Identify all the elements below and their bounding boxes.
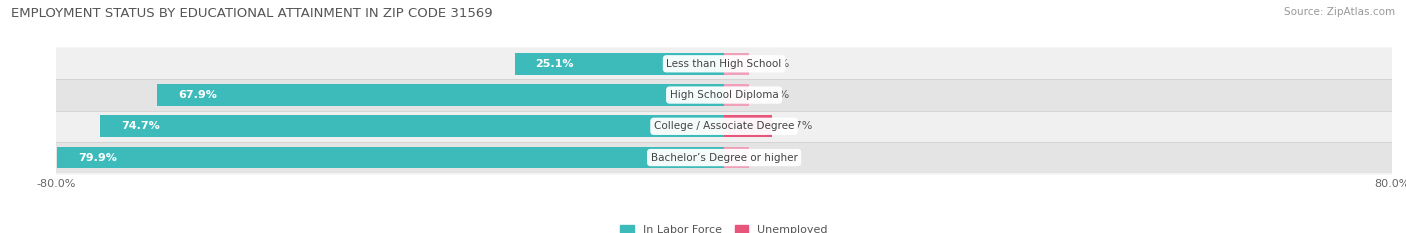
- Text: Source: ZipAtlas.com: Source: ZipAtlas.com: [1284, 7, 1395, 17]
- Text: 67.9%: 67.9%: [179, 90, 217, 100]
- Bar: [515, 53, 724, 75]
- Bar: [724, 84, 749, 106]
- Text: 0.0%: 0.0%: [762, 153, 790, 163]
- Bar: [157, 84, 724, 106]
- Text: 79.9%: 79.9%: [77, 153, 117, 163]
- Bar: [56, 79, 1392, 111]
- Bar: [724, 115, 772, 137]
- Bar: [56, 48, 1392, 79]
- Text: High School Diploma: High School Diploma: [669, 90, 779, 100]
- Legend: In Labor Force, Unemployed: In Labor Force, Unemployed: [616, 220, 832, 233]
- Bar: [58, 147, 724, 168]
- Bar: [56, 111, 1392, 142]
- Text: 0.0%: 0.0%: [762, 90, 790, 100]
- Bar: [724, 147, 749, 168]
- Text: 5.7%: 5.7%: [785, 121, 813, 131]
- Text: 74.7%: 74.7%: [121, 121, 160, 131]
- Text: 0.0%: 0.0%: [762, 59, 790, 69]
- Text: 25.1%: 25.1%: [536, 59, 574, 69]
- Text: Bachelor’s Degree or higher: Bachelor’s Degree or higher: [651, 153, 797, 163]
- Text: Less than High School: Less than High School: [666, 59, 782, 69]
- Text: College / Associate Degree: College / Associate Degree: [654, 121, 794, 131]
- Bar: [100, 115, 724, 137]
- Bar: [724, 53, 749, 75]
- Text: EMPLOYMENT STATUS BY EDUCATIONAL ATTAINMENT IN ZIP CODE 31569: EMPLOYMENT STATUS BY EDUCATIONAL ATTAINM…: [11, 7, 494, 20]
- Bar: [56, 142, 1392, 173]
